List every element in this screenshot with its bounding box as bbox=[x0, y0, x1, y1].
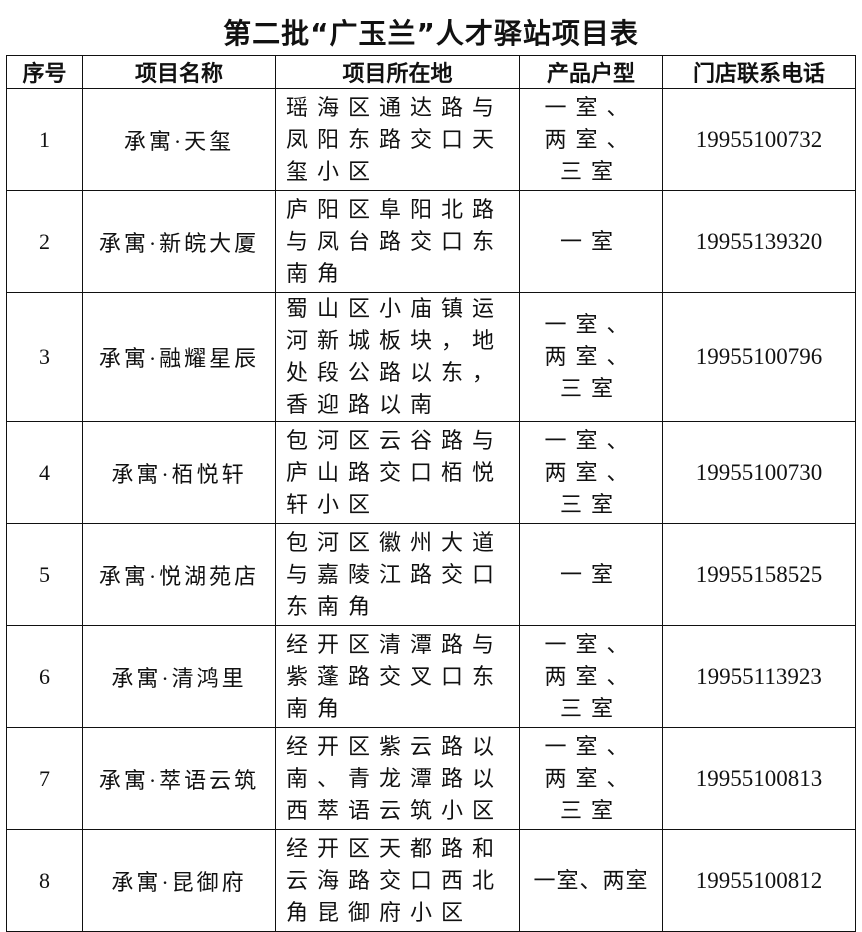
cell-no: 2 bbox=[6, 190, 83, 293]
cell-phone: 19955139320 bbox=[662, 190, 856, 293]
header-address: 项目所在地 bbox=[275, 55, 520, 89]
cell-phone: 19955100812 bbox=[662, 829, 856, 932]
table-row: 4 承寓·栢悦轩 包河区云谷路与庐山路交口栢悦轩小区 一室、两室、三室 19955100… bbox=[6, 421, 856, 524]
cell-name: 承寓·栢悦轩 bbox=[82, 421, 276, 524]
cell-type: 一室、两室、三室 bbox=[519, 625, 663, 728]
cell-no: 8 bbox=[6, 829, 83, 932]
cell-address: 包河区云谷路与庐山路交口栢悦轩小区 bbox=[275, 421, 520, 524]
cell-no: 4 bbox=[6, 421, 83, 524]
cell-name: 承寓·融耀星辰 bbox=[82, 292, 276, 422]
cell-type: 一室、两室、三室 bbox=[519, 727, 663, 830]
cell-name: 承寓·新皖大厦 bbox=[82, 190, 276, 293]
table-row: 5 承寓·悦湖苑店 包河区徽州大道与嘉陵江路交口东南角 一室 19955158525 bbox=[6, 523, 856, 626]
cell-address: 瑶海区通达路与凤阳东路交口天玺小区 bbox=[275, 88, 520, 191]
table-row: 3 承寓·融耀星辰 蜀山区小庙镇运河新城板块，地处段公路以东，香迎路以南 一室、两室、… bbox=[6, 292, 856, 422]
cell-no: 1 bbox=[6, 88, 83, 191]
cell-phone: 19955100732 bbox=[662, 88, 856, 191]
header-no: 序号 bbox=[6, 55, 83, 89]
cell-address: 经开区紫云路以南、青龙潭路以西萃语云筑小区 bbox=[275, 727, 520, 830]
header-phone: 门店联系电话 bbox=[662, 55, 856, 89]
cell-phone: 19955100730 bbox=[662, 421, 856, 524]
cell-type: 一室 bbox=[519, 523, 663, 626]
project-table: 序号 项目名称 项目所在地 产品户型 门店联系电话 1 承寓·天玺 瑶海区通达路与凤… bbox=[6, 55, 856, 932]
cell-type: 一室、两室、三室 bbox=[519, 88, 663, 191]
cell-name: 承寓·清鸿里 bbox=[82, 625, 276, 728]
table-row: 6 承寓·清鸿里 经开区清潭路与紫蓬路交叉口东南角 一室、两室、三室 199551139… bbox=[6, 625, 856, 728]
table-row: 8 承寓·昆御府 经开区天都路和云海路交口西北角昆御府小区 一室、两室 19955100… bbox=[6, 829, 856, 932]
cell-name: 承寓·悦湖苑店 bbox=[82, 523, 276, 626]
cell-type: 一室、两室、三室 bbox=[519, 421, 663, 524]
cell-name: 承寓·昆御府 bbox=[82, 829, 276, 932]
cell-name: 承寓·天玺 bbox=[82, 88, 276, 191]
cell-phone: 19955158525 bbox=[662, 523, 856, 626]
cell-phone: 19955113923 bbox=[662, 625, 856, 728]
header-type: 产品户型 bbox=[519, 55, 663, 89]
cell-address: 庐阳区阜阳北路与凤台路交口东南角 bbox=[275, 190, 520, 293]
page-title: 第二批“广玉兰”人才驿站项目表 bbox=[223, 17, 639, 50]
cell-type: 一室 bbox=[519, 190, 663, 293]
cell-phone: 19955100813 bbox=[662, 727, 856, 830]
table-row: 1 承寓·天玺 瑶海区通达路与凤阳东路交口天玺小区 一室、两室、三室 199551007… bbox=[6, 88, 856, 191]
table-row: 2 承寓·新皖大厦 庐阳区阜阳北路与凤台路交口东南角 一室 19955139320 bbox=[6, 190, 856, 293]
cell-type: 一室、两室、三室 bbox=[519, 292, 663, 422]
cell-address: 经开区清潭路与紫蓬路交叉口东南角 bbox=[275, 625, 520, 728]
cell-address: 蜀山区小庙镇运河新城板块，地处段公路以东，香迎路以南 bbox=[275, 292, 520, 422]
cell-type: 一室、两室 bbox=[519, 829, 663, 932]
table-row: 7 承寓·萃语云筑 经开区紫云路以南、青龙潭路以西萃语云筑小区 一室、两室、三室 199… bbox=[6, 727, 856, 830]
cell-phone: 19955100796 bbox=[662, 292, 856, 422]
cell-no: 7 bbox=[6, 727, 83, 830]
cell-name: 承寓·萃语云筑 bbox=[82, 727, 276, 830]
header-name: 项目名称 bbox=[82, 55, 276, 89]
cell-no: 6 bbox=[6, 625, 83, 728]
cell-no: 5 bbox=[6, 523, 83, 626]
cell-no: 3 bbox=[6, 292, 83, 422]
cell-address: 包河区徽州大道与嘉陵江路交口东南角 bbox=[275, 523, 520, 626]
cell-address: 经开区天都路和云海路交口西北角昆御府小区 bbox=[275, 829, 520, 932]
table-header-row: 序号 项目名称 项目所在地 产品户型 门店联系电话 bbox=[6, 55, 856, 89]
